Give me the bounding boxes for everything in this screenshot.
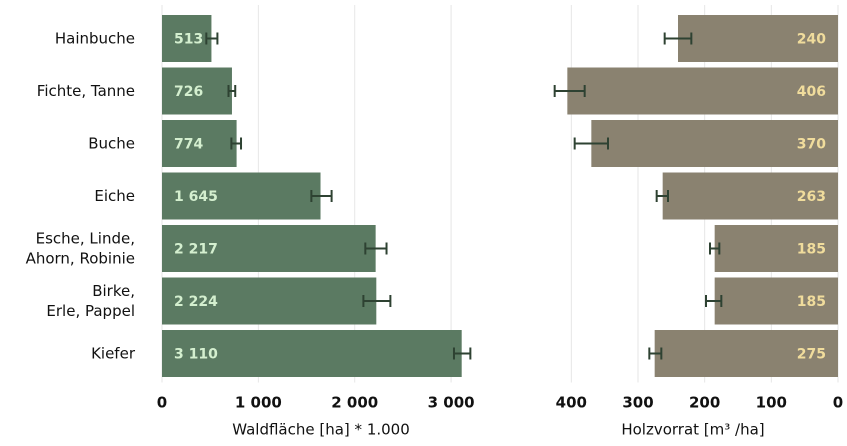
- tick-label: 400: [556, 394, 587, 412]
- data-label-7: 3 110: [174, 347, 218, 363]
- error-bar-7: [452, 347, 472, 360]
- error-bar-3: [573, 137, 609, 150]
- category-label-line: Birke,: [92, 282, 135, 300]
- x-axis-title: Waldfläche [ha] * 1.000: [232, 421, 410, 439]
- category-label-2: Fichte, Tanne: [37, 82, 135, 100]
- tick-label: 100: [756, 394, 787, 412]
- error-bar-1: [205, 32, 219, 45]
- category-label-1: Hainbuche: [55, 30, 135, 48]
- bar-2: [162, 67, 232, 115]
- category-label-line: Fichte, Tanne: [37, 82, 135, 100]
- category-label-line: Hainbuche: [55, 30, 135, 48]
- category-label-3: Buche: [88, 135, 135, 153]
- category-label-line: Erle, Pappel: [46, 302, 135, 320]
- category-label-5: Esche, Linde, Ahorn, Robinie: [26, 230, 135, 268]
- error-bar-1: [663, 32, 693, 45]
- bar-4: [662, 172, 838, 220]
- bar-2: [567, 67, 838, 115]
- bar-6: [714, 277, 838, 325]
- error-bar-6: [362, 295, 392, 307]
- category-label-7: Kiefer: [91, 345, 136, 363]
- data-label-6: 2 224: [174, 294, 218, 310]
- error-bar-7: [648, 347, 663, 360]
- category-label-line: Kiefer: [91, 345, 136, 363]
- tick-label: 3 000: [428, 394, 475, 412]
- tick-label: 300: [622, 394, 653, 412]
- bar-3: [162, 120, 237, 167]
- error-bar-5: [364, 242, 388, 255]
- tick-label: 0: [833, 394, 843, 412]
- bar-5: [714, 225, 838, 272]
- bar-3: [591, 120, 838, 167]
- data-label-5: 185: [797, 242, 826, 258]
- error-bar-6: [705, 295, 723, 307]
- error-bar-3: [230, 137, 243, 150]
- data-label-4: 1 645: [174, 189, 218, 205]
- category-label-line: Ahorn, Robinie: [26, 250, 135, 268]
- category-label-line: Buche: [88, 135, 135, 153]
- bar-5: [162, 225, 376, 272]
- data-label-2: 406: [797, 84, 826, 100]
- data-label-5: 2 217: [174, 242, 218, 258]
- panel-1: 513 726 774 1 645 2 217 2 224 3 110 0 1 000 2 000…: [157, 5, 475, 439]
- category-label-4: Eiche: [94, 187, 135, 205]
- tick-label: 0: [157, 394, 167, 412]
- x-axis-title: Holzvorrat [m³ /ha]: [621, 421, 764, 439]
- bar-7: [162, 330, 462, 377]
- category-label-6: Birke, Erle, Pappel: [46, 282, 135, 320]
- data-label-2: 726: [174, 84, 203, 100]
- bar-1: [678, 15, 838, 62]
- error-bar-4: [655, 190, 669, 202]
- data-label-4: 263: [797, 189, 826, 205]
- tick-label: 200: [689, 394, 720, 412]
- tick-label: 2 000: [331, 394, 378, 412]
- panel-2: 240 406 370 263 185 185 275 400 300 200 100 0 Holzvo…: [553, 5, 843, 439]
- bar-7: [654, 330, 838, 377]
- data-label-1: 240: [797, 32, 826, 48]
- tick-label: 1 000: [235, 394, 282, 412]
- data-label-6: 185: [797, 294, 826, 310]
- error-bar-5: [709, 242, 721, 255]
- bar-1: [162, 15, 212, 62]
- data-label-7: 275: [797, 347, 826, 363]
- bar-4: [162, 172, 321, 220]
- data-label-3: 370: [797, 137, 826, 153]
- data-label-1: 513: [174, 32, 203, 48]
- category-label-line: Esche, Linde,: [36, 230, 135, 248]
- category-label-line: Eiche: [94, 187, 135, 205]
- error-bar-2: [553, 85, 586, 97]
- bar-6: [162, 277, 377, 325]
- data-label-3: 774: [174, 137, 203, 153]
- error-bar-2: [227, 85, 237, 97]
- error-bar-4: [310, 190, 333, 202]
